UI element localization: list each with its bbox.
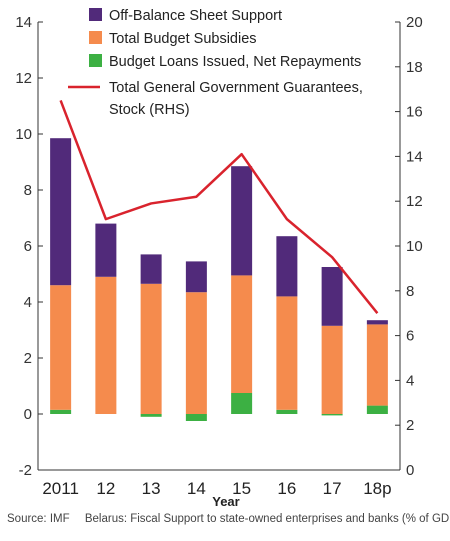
left-tick-label: 8 — [24, 182, 32, 199]
legend-label: Off-Balance Sheet Support — [109, 8, 282, 24]
guarantees-line — [59, 99, 379, 314]
left-tick-label: -2 — [19, 462, 32, 479]
category-label: 15 — [232, 479, 251, 498]
legend-swatch — [89, 31, 102, 44]
legend-label-continued: Stock (RHS) — [109, 102, 190, 118]
legend-swatch — [89, 8, 102, 21]
bar-segment — [50, 285, 72, 410]
bar-segment — [231, 166, 253, 276]
bar-segment — [50, 138, 72, 286]
left-tick-label: 10 — [15, 126, 32, 143]
source-text: Source: IMF — [7, 513, 70, 525]
left-tick-label: 6 — [24, 238, 32, 255]
bar-segment — [140, 414, 162, 417]
bar-segment — [95, 276, 117, 414]
bar-segment — [185, 292, 207, 414]
legend-label: Total Budget Subsidies — [109, 31, 257, 47]
right-tick-label: 16 — [406, 104, 423, 121]
chart-legend: Off-Balance Sheet Support Total Budget Su… — [68, 8, 363, 118]
bar-segment — [185, 261, 207, 293]
left-tick-label: 2 — [24, 350, 32, 367]
right-tick-label: 8 — [406, 283, 414, 300]
bar-segment — [50, 409, 72, 414]
bar-segment — [366, 324, 388, 406]
category-label: 12 — [96, 479, 115, 498]
category-label: 14 — [187, 479, 206, 498]
category-label: 2011 — [42, 479, 79, 498]
chart-bars — [50, 138, 388, 421]
x-axis-label: Year — [212, 494, 239, 509]
bar-segment — [366, 405, 388, 414]
caption-text: Belarus: Fiscal Support to state-owned e… — [84, 513, 450, 525]
right-tick-label: 0 — [406, 462, 414, 479]
category-label: 16 — [277, 479, 296, 498]
left-tick-label: 4 — [24, 294, 32, 311]
right-tick-label: 12 — [406, 193, 423, 210]
bar-segment — [140, 283, 162, 414]
right-tick-label: 20 — [406, 14, 423, 31]
chart: -2 0 2 4 6 8 10 12 14 0 2 4 6 8 10 12 14 16 18 20 2011 12 13 14… — [15, 8, 423, 509]
legend-label: Budget Loans Issued, Net Repayments — [109, 54, 361, 70]
left-tick-label: 14 — [15, 14, 32, 31]
bar-segment — [140, 254, 162, 284]
category-label: 13 — [142, 479, 161, 498]
chart-line — [59, 99, 379, 314]
left-tick-label: 12 — [15, 70, 32, 87]
bar-segment — [366, 320, 388, 325]
bar-segment — [321, 267, 343, 326]
bar-segment — [321, 414, 343, 416]
legend-swatch — [89, 54, 102, 67]
bar-segment — [231, 275, 253, 393]
right-tick-label: 4 — [406, 372, 414, 389]
category-label: 18p — [363, 479, 391, 498]
bar-segment — [231, 393, 253, 414]
right-tick-label: 2 — [406, 417, 414, 434]
right-tick-label: 10 — [406, 238, 423, 255]
category-label: 17 — [323, 479, 342, 498]
left-tick-label: 0 — [24, 406, 32, 423]
chart-axes: -2 0 2 4 6 8 10 12 14 0 2 4 6 8 10 12 14 16 18 20 2011 12 13 14… — [15, 14, 422, 498]
bar-segment — [185, 414, 207, 421]
legend-label: Total General Government Guarantees, — [109, 80, 363, 96]
bar-segment — [321, 325, 343, 414]
bar-segment — [276, 409, 298, 414]
bar-segment — [276, 236, 298, 297]
right-tick-label: 18 — [406, 59, 423, 76]
bar-segment — [276, 296, 298, 410]
bar-segment — [95, 223, 117, 277]
chart-footer: Source: IMF Belarus: Fiscal Support to s… — [7, 513, 450, 525]
right-tick-label: 14 — [406, 148, 423, 165]
right-tick-label: 6 — [406, 328, 414, 345]
